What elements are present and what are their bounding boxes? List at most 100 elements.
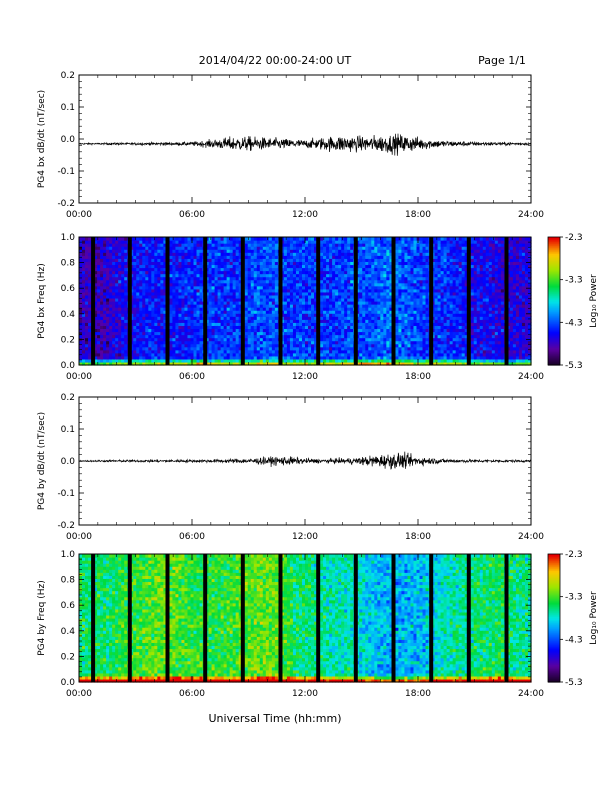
spectrogram-cell [136,276,140,281]
spectrogram-cell [280,328,285,333]
spectrogram-cell [235,316,240,320]
spectrogram-cell [208,346,213,351]
spectrogram-cell [301,361,306,366]
spectrogram-cell [124,313,128,317]
spectrogram-cell [106,237,110,241]
spectrogram-cell [193,340,198,345]
spectrogram-cell [250,237,255,241]
spectrogram-cell [163,258,167,262]
spectrogram-cell [265,276,270,281]
spectrogram-cell [259,355,264,360]
spectrogram-cell [286,334,291,339]
spectrogram-cell [97,355,101,360]
spectrogram-cell [157,288,161,293]
plot-frame [78,74,532,204]
spectrogram-cell [211,325,216,330]
spectrogram-cell [244,246,249,250]
spectrogram-cell [295,288,300,293]
spectrogram-cell [148,294,152,299]
spectrogram-cell [154,249,158,253]
spectrogram-cell [151,334,155,339]
spectrogram-cell [106,328,110,333]
spectrogram-cell [175,358,180,363]
spectrogram-cell [235,331,240,336]
spectrogram-cell [97,316,101,320]
spectrogram-cell [115,282,119,287]
spectrogram-cell [130,313,134,317]
spectrogram-cell [329,343,333,348]
spectrogram-cell [151,352,155,357]
spectrogram-cell [136,316,140,320]
spectrogram-cell [103,343,107,348]
spectrogram-cell [301,328,306,333]
spectrogram-cell [79,355,83,360]
spectrogram-cell [280,337,285,342]
spectrogram-cell [326,307,330,311]
spectrogram-cell [226,358,231,363]
spectrogram-cell [268,310,273,314]
spectrogram-cell [244,297,249,302]
spectrogram-cell [112,343,116,348]
spectrogram-cell [133,255,137,259]
spectrogram-cell [94,240,98,244]
spectrogram-cell [169,316,174,320]
spectrogram-cell [226,304,231,308]
spectrogram-cell [292,316,297,320]
spectrogram-cell [208,282,213,287]
spectrogram-cell [256,301,261,305]
spectrogram-cell [268,282,273,287]
spectrogram-cell [238,243,243,247]
spectrogram-cell [121,291,125,296]
spectrogram-cell [187,249,192,253]
spectrogram-cell [298,273,303,278]
spectrogram-cell [226,361,231,366]
spectrogram-cell [142,270,146,275]
spectrogram-cell [190,282,195,287]
spectrogram-cell [250,304,255,308]
spectrogram-cell [106,343,110,348]
spectrogram-cell [151,249,155,253]
spectrogram-cell [223,328,228,333]
spectrogram-cell [124,319,128,323]
spectrogram-cell [178,310,183,314]
spectrogram-cell [112,316,116,320]
spectrogram-cell [308,358,312,363]
spectrogram-cell [220,249,225,253]
spectrogram-cell [289,246,294,250]
spectrogram-cell [262,343,267,348]
spectrogram-cell [94,261,98,266]
spectrogram-cell [148,301,152,305]
spectrogram-cell [226,297,231,302]
spectrogram-cell [181,343,186,348]
spectrogram-cell [94,316,98,320]
spectrogram-cell [280,294,285,299]
spectrogram-cell [208,243,213,247]
spectrogram-cell [115,273,119,278]
spectrogram-cell [217,355,222,360]
spectrogram-cell [88,249,92,253]
spectrogram-cell [181,261,186,266]
spectrogram-cell [223,322,228,326]
spectrogram-cell [163,301,167,305]
spectrogram-cell [148,319,152,323]
spectrogram-cell [298,340,303,345]
spectrogram-cell [265,313,270,317]
spectrogram-cell [250,310,255,314]
spectrogram-cell [232,313,237,317]
spectrogram-cell [172,270,177,275]
spectrogram-cell [175,307,180,311]
spectrogram-cell [82,361,86,366]
spectrogram-cell [265,237,270,241]
spectrogram-cell [301,240,306,244]
spectrogram-cell [160,276,164,281]
spectrogram-cell [82,255,86,259]
spectrogram-cell [217,273,222,278]
spectrogram-cell [181,301,186,305]
spectrogram-cell [163,310,167,314]
spectrogram-cell [148,240,152,244]
spectrogram-cell [148,267,152,272]
spectrogram-cell [244,243,249,247]
spectrogram-cell [106,346,110,351]
spectrogram-cell [94,243,98,247]
spectrogram-cell [148,249,152,253]
